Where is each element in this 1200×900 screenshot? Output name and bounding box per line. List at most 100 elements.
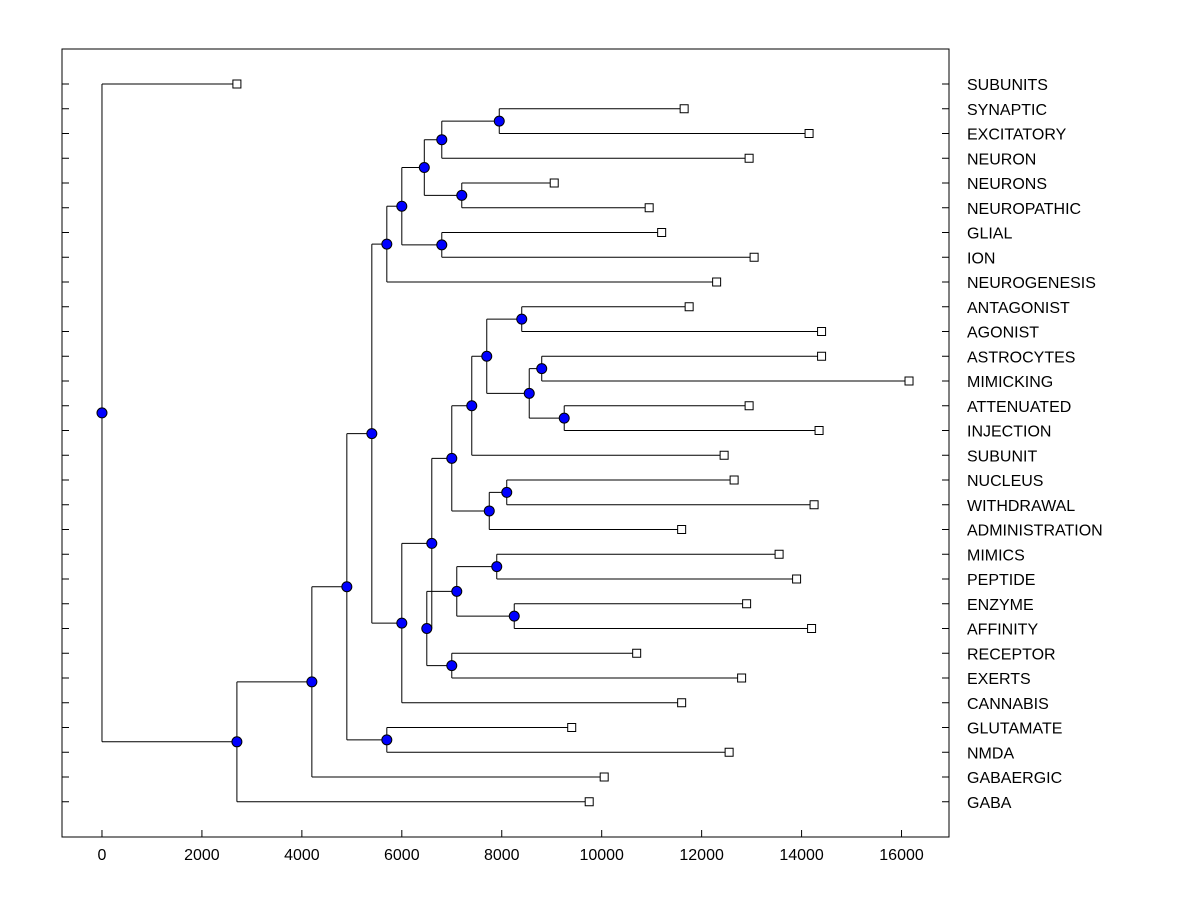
leaf-label: AGONIST bbox=[967, 325, 1039, 342]
cluster-node bbox=[418, 162, 430, 174]
leaf-label: GLIAL bbox=[967, 226, 1012, 243]
leaf-marker bbox=[804, 129, 814, 138]
x-tick-label: 2000 bbox=[184, 847, 220, 864]
leaf-label: MIMICS bbox=[967, 547, 1025, 564]
cluster-node bbox=[491, 561, 503, 573]
cluster-node bbox=[523, 387, 535, 399]
leaf-label: GLUTAMATE bbox=[967, 721, 1062, 738]
leaf-marker bbox=[817, 351, 827, 361]
leaf-label: ADMINISTRATION bbox=[967, 523, 1103, 540]
leaf-label: SYNAPTIC bbox=[967, 102, 1047, 119]
cluster-node bbox=[466, 400, 478, 412]
leaf-label: GABA bbox=[967, 795, 1012, 812]
leaf-marker bbox=[792, 574, 802, 584]
leaf-label: PEPTIDE bbox=[967, 572, 1035, 589]
cluster-node bbox=[493, 115, 505, 127]
cluster-node bbox=[446, 660, 458, 672]
leaf-label: EXCITATORY bbox=[967, 127, 1067, 144]
leaf-label: CANNABIS bbox=[967, 696, 1049, 713]
leaf-marker bbox=[549, 178, 559, 188]
leaf-marker bbox=[632, 648, 642, 658]
leaf-label: MIMICKING bbox=[967, 374, 1053, 391]
leaf-label: WITHDRAWAL bbox=[967, 498, 1075, 515]
cluster-node bbox=[96, 407, 108, 419]
leaf-marker bbox=[599, 772, 609, 782]
cluster-node bbox=[381, 238, 393, 250]
leaf-label: NUCLEUS bbox=[967, 473, 1043, 490]
leaf-marker bbox=[814, 426, 824, 435]
leaf-label: INJECTION bbox=[967, 424, 1051, 441]
cluster-node bbox=[436, 134, 448, 146]
leaf-label: ATTENUATED bbox=[967, 399, 1071, 416]
cluster-node bbox=[451, 585, 463, 597]
cluster-node bbox=[231, 736, 243, 748]
leaf-marker bbox=[719, 450, 729, 460]
leaf-label: ENZYME bbox=[967, 597, 1034, 614]
leaf-marker bbox=[657, 228, 667, 237]
leaf-label: NEURON bbox=[967, 151, 1036, 168]
leaf-marker bbox=[232, 79, 242, 89]
leaf-marker bbox=[817, 327, 827, 336]
cluster-node bbox=[436, 239, 448, 251]
leaf-label: ANTAGONIST bbox=[967, 300, 1070, 317]
cluster-node bbox=[516, 313, 528, 325]
leaf-marker bbox=[644, 203, 654, 213]
y-axis-ticks bbox=[62, 83, 949, 803]
x-tick-label: 8000 bbox=[484, 847, 520, 864]
x-axis: 0 2000 4000 6000 8000 10000 12000 14000 16000 bbox=[98, 830, 924, 864]
cluster-node bbox=[508, 610, 520, 622]
x-tick-label: 6000 bbox=[384, 847, 420, 864]
leaf-marker bbox=[744, 401, 754, 411]
leaf-marker bbox=[742, 599, 752, 609]
x-tick-label: 14000 bbox=[779, 847, 824, 864]
cluster-node bbox=[366, 428, 378, 440]
leaf-label: SUBUNITS bbox=[967, 77, 1048, 94]
leaf-marker bbox=[712, 277, 722, 287]
cluster-node bbox=[558, 412, 570, 424]
leaf-label: RECEPTOR bbox=[967, 646, 1056, 663]
leaf-label: ASTROCYTES bbox=[967, 349, 1075, 366]
plot-frame bbox=[61, 48, 950, 838]
cluster-node bbox=[381, 734, 393, 746]
leaf-marker bbox=[729, 475, 739, 485]
leaf-marker bbox=[737, 673, 747, 683]
leaf-marker bbox=[724, 747, 734, 757]
x-tick-label: 16000 bbox=[879, 847, 924, 864]
x-tick-label: 12000 bbox=[679, 847, 724, 864]
x-tick-label: 0 bbox=[98, 847, 107, 864]
leaf-label: ION bbox=[967, 250, 995, 267]
cluster-node bbox=[306, 676, 318, 688]
leaf-marker bbox=[679, 104, 689, 114]
cluster-node bbox=[456, 189, 468, 201]
cluster-node bbox=[501, 486, 513, 498]
x-tick-label: 4000 bbox=[284, 847, 320, 864]
cluster-node bbox=[481, 350, 493, 362]
leaf-label: NEURONS bbox=[967, 176, 1047, 193]
cluster-node bbox=[396, 200, 408, 212]
cluster-node bbox=[396, 617, 408, 629]
dendrogram-nodes bbox=[96, 79, 914, 807]
leaf-marker bbox=[677, 698, 687, 708]
leaf-label: EXERTS bbox=[967, 671, 1031, 688]
leaf-marker bbox=[744, 153, 754, 163]
x-tick-label: 10000 bbox=[579, 847, 624, 864]
cluster-node bbox=[421, 623, 433, 634]
leaf-label: NMDA bbox=[967, 745, 1014, 762]
leaf-marker bbox=[584, 797, 594, 807]
leaf-marker bbox=[774, 549, 784, 559]
leaf-marker bbox=[684, 302, 694, 312]
cluster-node bbox=[446, 452, 458, 464]
leaf-marker bbox=[749, 252, 759, 262]
leaf-labels: SUBUNITS SYNAPTIC EXCITATORY NEURON NEURONS N… bbox=[967, 77, 1103, 812]
leaf-label: GABAERGIC bbox=[967, 770, 1062, 787]
leaf-marker bbox=[567, 723, 577, 732]
cluster-node bbox=[536, 363, 548, 375]
leaf-marker bbox=[677, 525, 687, 534]
leaf-marker bbox=[809, 500, 819, 510]
leaf-label: AFFINITY bbox=[967, 622, 1038, 639]
cluster-node bbox=[426, 537, 438, 549]
cluster-node bbox=[483, 505, 495, 517]
leaf-label: NEUROGENESIS bbox=[967, 275, 1096, 292]
leaf-marker bbox=[807, 624, 817, 633]
